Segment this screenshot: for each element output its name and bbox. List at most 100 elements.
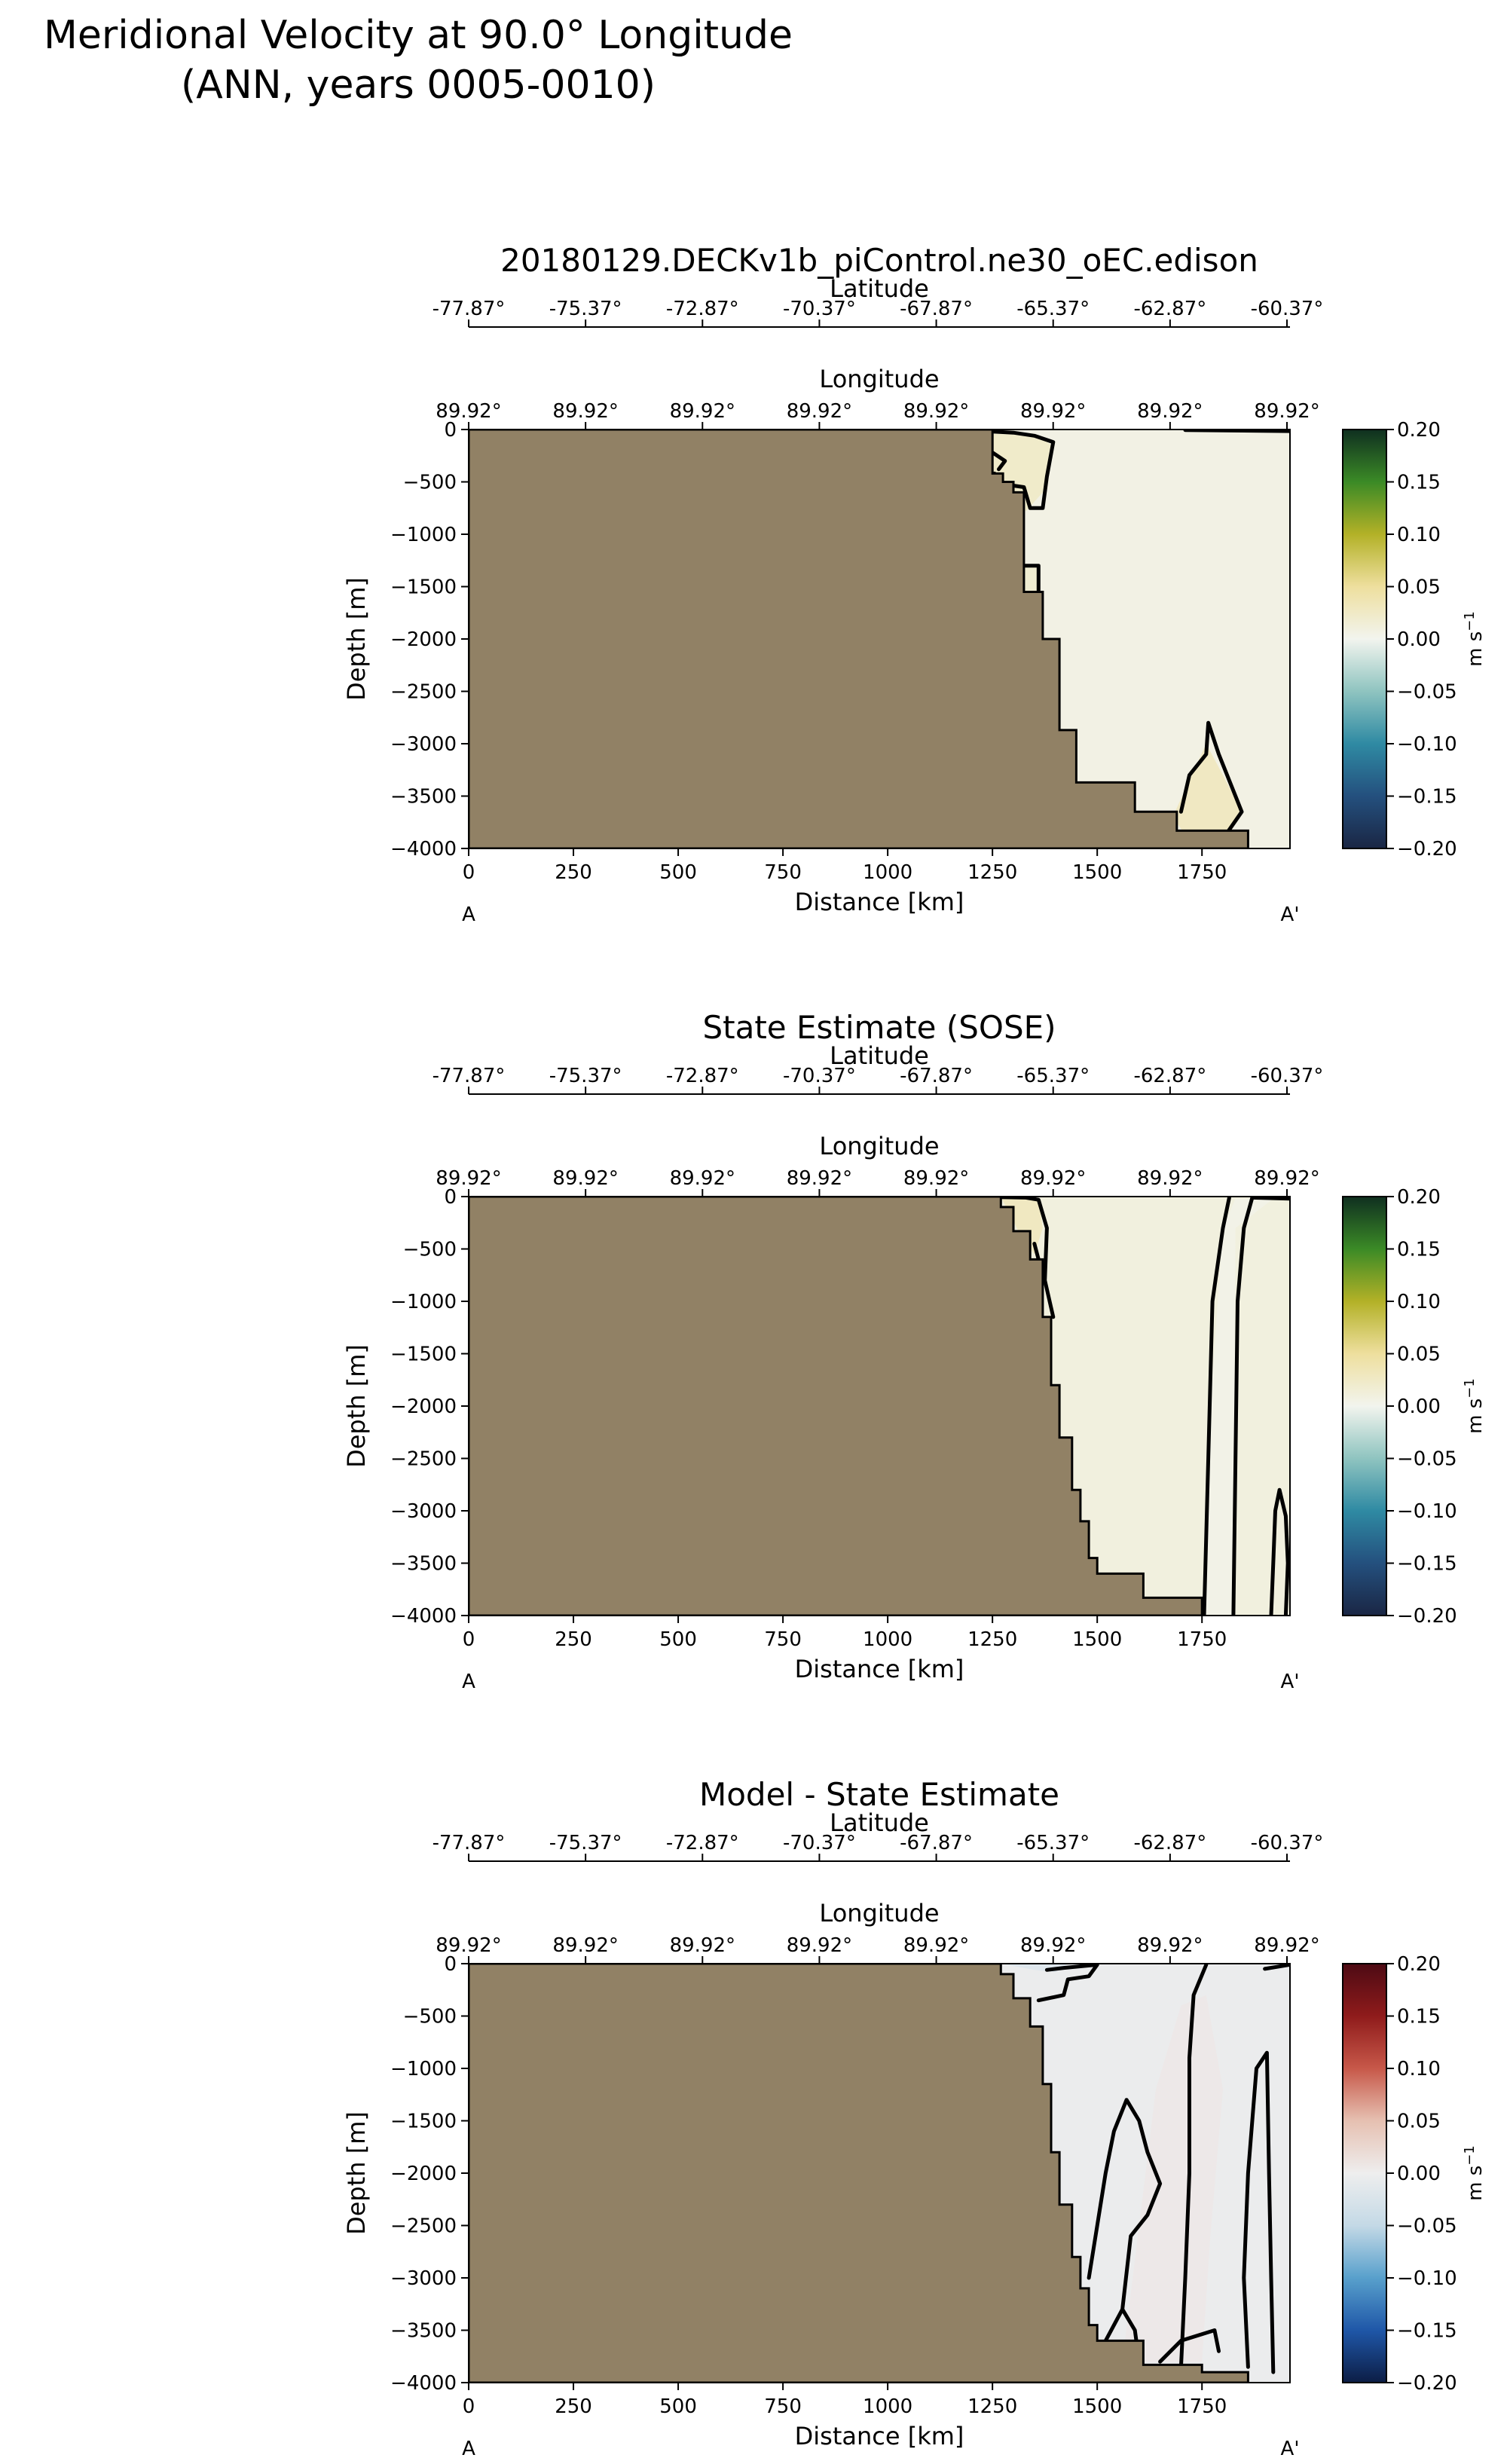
colorbar-tick-label: −0.20 xyxy=(1397,1605,1457,1628)
latitude-axis-label: Latitude xyxy=(830,1808,929,1837)
colorbar-label: m s−1 xyxy=(1462,611,1487,667)
colorbar-tick-label: 0.05 xyxy=(1397,2111,1441,2133)
colorbar-tick-label: 0.00 xyxy=(1397,1396,1441,1418)
x-tick-label: 500 xyxy=(659,2395,697,2418)
section-end-label: A' xyxy=(1281,2438,1300,2460)
x-tick-label: 1250 xyxy=(967,1628,1017,1651)
longitude-tick-label: 89.92° xyxy=(670,400,735,423)
latitude-tick-label: -75.37° xyxy=(549,1065,622,1087)
colorbar-tick-label: −0.05 xyxy=(1397,681,1457,704)
longitude-tick-label: 89.92° xyxy=(903,1167,969,1190)
y-tick-label: 0 xyxy=(444,1186,457,1209)
contour-line xyxy=(1178,720,1244,845)
longitude-tick-label: 89.92° xyxy=(1137,1167,1203,1190)
y-tick-label: −2500 xyxy=(390,681,457,704)
colorbar-tick-label: 0.10 xyxy=(1397,524,1441,546)
longitude-tick-label: 89.92° xyxy=(903,400,969,423)
latitude-tick-label: -60.37° xyxy=(1251,1832,1324,1854)
field-patch xyxy=(1122,1995,1223,2362)
longitude-tick-label: 89.92° xyxy=(1254,1167,1319,1190)
plot-area xyxy=(469,1197,1290,1616)
longitude-axis-label: Longitude xyxy=(819,365,939,393)
longitude-tick-label: 89.92° xyxy=(670,1167,735,1190)
x-axis-label: Distance [km] xyxy=(795,888,964,916)
latitude-tick-label: -70.37° xyxy=(783,1832,856,1854)
colorbar-tick-label: −0.05 xyxy=(1397,2215,1457,2238)
latitude-tick-label: -77.87° xyxy=(433,1065,506,1087)
panel-title: State Estimate (SOSE) xyxy=(702,1009,1056,1046)
contour-line xyxy=(1250,1197,1290,1201)
x-tick-label: 1500 xyxy=(1072,861,1122,884)
colorbar-tick-label: −0.05 xyxy=(1397,1448,1457,1471)
panel-2: State Estimate (SOSE)Latitude -77.87° -75.… xyxy=(342,1009,1487,1693)
contour-line xyxy=(990,451,1007,472)
colorbar-tick-label: 0.10 xyxy=(1397,1291,1441,1313)
section-end-label: A' xyxy=(1281,903,1300,926)
contour-line xyxy=(1231,1197,1255,1616)
longitude-tick-label: 89.92° xyxy=(552,1934,618,1957)
contour-line xyxy=(1242,2050,1276,2374)
section-start-label: A xyxy=(462,2438,475,2460)
colorbar-tick-label: 0.20 xyxy=(1397,1186,1441,1209)
y-tick-label: −2000 xyxy=(390,628,457,651)
longitude-tick-label: 89.92° xyxy=(787,1167,852,1190)
colorbar-tick-label: 0.15 xyxy=(1397,2006,1441,2028)
x-tick-label: 500 xyxy=(659,861,697,884)
latitude-tick-label: -72.87° xyxy=(666,1832,739,1854)
latitude-tick-label: -72.87° xyxy=(666,1065,739,1087)
x-tick-label: 500 xyxy=(659,1628,697,1651)
colorbar-tick-label: 0.15 xyxy=(1397,1239,1441,1261)
contour-line xyxy=(1022,564,1041,594)
longitude-tick-label: 89.92° xyxy=(1254,1934,1319,1957)
x-tick-label: 250 xyxy=(555,2395,592,2418)
y-tick-label: −500 xyxy=(403,1239,457,1261)
y-tick-label: −1500 xyxy=(390,576,457,599)
longitude-axis-label: Longitude xyxy=(819,1899,939,1927)
x-tick-label: 0 xyxy=(463,861,475,884)
panel-title: 20180129.DECKv1b_piControl.ne30_oEC.edis… xyxy=(500,242,1258,279)
x-tick-label: 0 xyxy=(463,2395,475,2418)
latitude-tick-label: -67.87° xyxy=(900,1832,973,1854)
panel-title: Model - State Estimate xyxy=(699,1776,1059,1813)
colorbar-tick-label: −0.15 xyxy=(1397,1553,1457,1576)
longitude-tick-label: 89.92° xyxy=(1020,1167,1086,1190)
plot-area xyxy=(469,1964,1290,2383)
x-tick-label: 1250 xyxy=(967,2395,1017,2418)
y-tick-label: −3500 xyxy=(390,2320,457,2343)
latitude-tick-label: -70.37° xyxy=(783,298,856,320)
longitude-tick-label: 89.92° xyxy=(1137,1934,1203,1957)
x-axis-label: Distance [km] xyxy=(795,1655,964,1683)
contour-line xyxy=(998,1197,1056,1319)
x-tick-label: 1750 xyxy=(1177,1628,1227,1651)
panel-1: 20180129.DECKv1b_piControl.ne30_oEC.edis… xyxy=(342,242,1487,926)
y-tick-label: −1000 xyxy=(390,2058,457,2080)
colorbar-tick-label: 0.10 xyxy=(1397,2058,1441,2080)
x-axis-label: Distance [km] xyxy=(795,2422,964,2450)
colorbar-tick-label: 0.15 xyxy=(1397,472,1441,494)
colorbar-tick-label: 0.20 xyxy=(1397,1953,1441,1976)
y-tick-label: 0 xyxy=(444,419,457,442)
longitude-tick-label: 89.92° xyxy=(436,1167,501,1190)
colorbar-tick-label: −0.10 xyxy=(1397,1500,1457,1523)
latitude-tick-label: -77.87° xyxy=(433,1832,506,1854)
x-tick-label: 750 xyxy=(764,2395,802,2418)
latitude-tick-label: -65.37° xyxy=(1016,1065,1090,1087)
x-tick-label: 1000 xyxy=(863,861,912,884)
y-tick-label: −500 xyxy=(403,472,457,494)
longitude-axis-label: Longitude xyxy=(819,1132,939,1160)
y-tick-label: −3000 xyxy=(390,1500,457,1523)
colorbar-tick-label: 0.05 xyxy=(1397,1344,1441,1366)
colorbar-tick-label: 0.00 xyxy=(1397,628,1441,651)
latitude-axis-label: Latitude xyxy=(830,1041,929,1070)
plot-area xyxy=(469,430,1290,848)
longitude-tick-label: 89.92° xyxy=(1020,1934,1086,1957)
bathymetry-land xyxy=(469,430,1249,848)
contour-line xyxy=(1269,1487,1290,1616)
latitude-tick-label: -75.37° xyxy=(549,1832,622,1854)
latitude-tick-label: -62.87° xyxy=(1133,1065,1206,1087)
colorbar-label: m s−1 xyxy=(1462,2145,1487,2201)
field-patch xyxy=(992,433,1051,512)
x-tick-label: 250 xyxy=(555,1628,592,1651)
y-tick-label: −3000 xyxy=(390,733,457,756)
